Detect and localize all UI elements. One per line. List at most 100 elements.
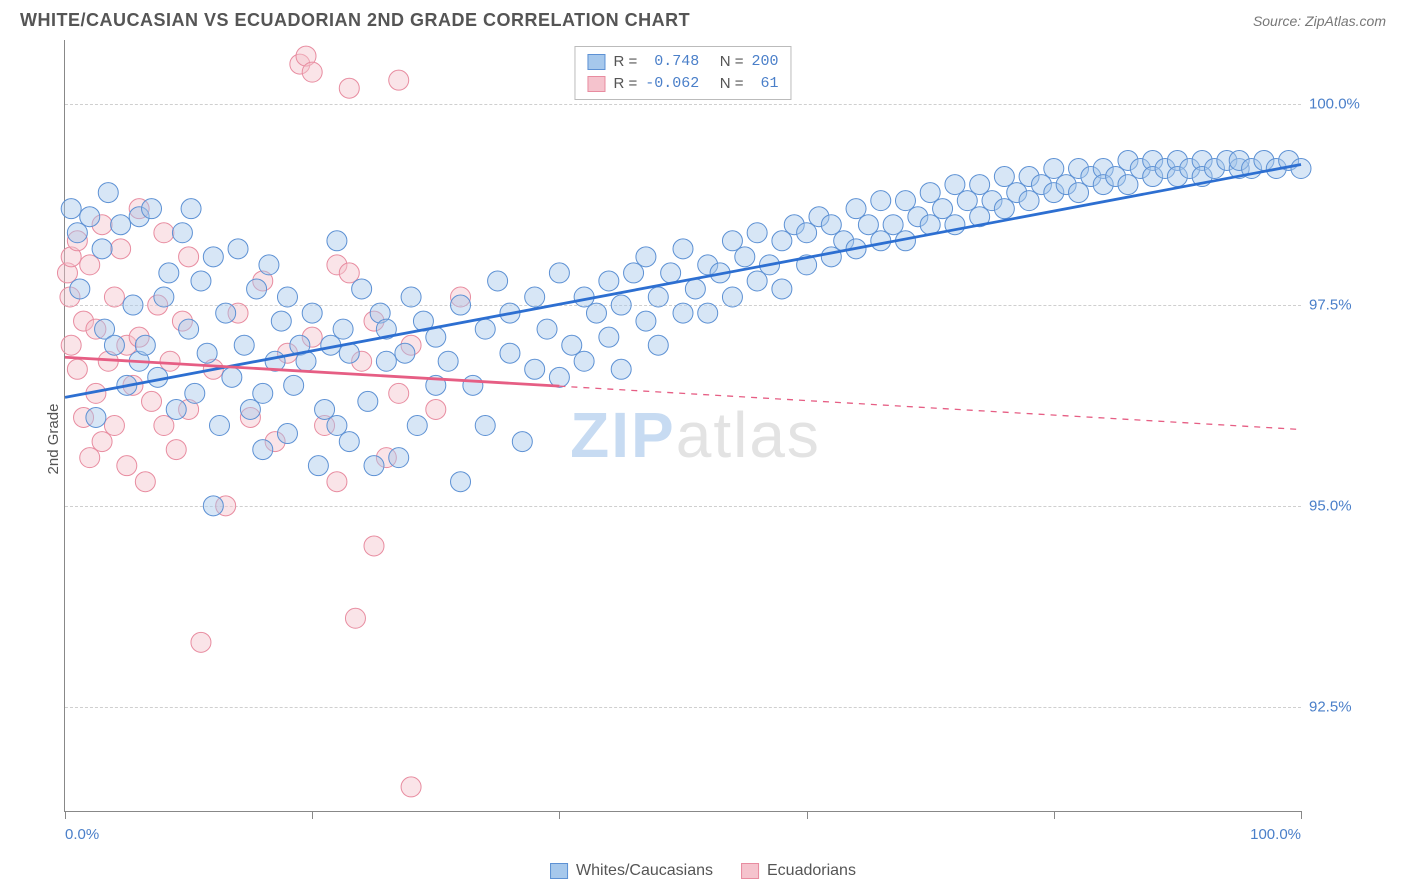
y-axis-label: 2nd Grade bbox=[45, 403, 62, 474]
scatter-point-whites bbox=[512, 432, 532, 452]
scatter-point-whites bbox=[240, 399, 260, 419]
scatter-point-whites bbox=[945, 175, 965, 195]
scatter-point-ecuadorians bbox=[426, 399, 446, 419]
scatter-point-whites bbox=[111, 215, 131, 235]
scatter-point-whites bbox=[574, 351, 594, 371]
scatter-point-whites bbox=[549, 367, 569, 387]
legend-n-value: 200 bbox=[752, 51, 779, 73]
y-tick-label: 92.5% bbox=[1309, 698, 1379, 715]
scatter-svg bbox=[65, 40, 1301, 811]
y-tick-label: 100.0% bbox=[1309, 96, 1379, 113]
scatter-point-whites bbox=[302, 303, 322, 323]
scatter-point-whites bbox=[920, 183, 940, 203]
scatter-point-whites bbox=[1044, 159, 1064, 179]
scatter-point-ecuadorians bbox=[364, 536, 384, 556]
scatter-point-whites bbox=[747, 223, 767, 243]
scatter-point-whites bbox=[858, 215, 878, 235]
scatter-point-whites bbox=[549, 263, 569, 283]
scatter-point-whites bbox=[821, 247, 841, 267]
legend-n-label: N = bbox=[707, 73, 743, 95]
scatter-point-whites bbox=[135, 335, 155, 355]
x-tick bbox=[807, 811, 808, 819]
legend-r-value: 0.748 bbox=[645, 51, 699, 73]
scatter-point-whites bbox=[228, 239, 248, 259]
legend-row: R =-0.062 N = 61 bbox=[587, 73, 778, 95]
scatter-point-whites bbox=[599, 271, 619, 291]
scatter-point-whites bbox=[98, 183, 118, 203]
scatter-point-whites bbox=[438, 351, 458, 371]
scatter-point-whites bbox=[525, 287, 545, 307]
scatter-point-whites bbox=[772, 279, 792, 299]
y-tick-label: 95.0% bbox=[1309, 497, 1379, 514]
scatter-point-whites bbox=[67, 223, 87, 243]
scatter-point-whites bbox=[970, 175, 990, 195]
scatter-point-whites bbox=[451, 472, 471, 492]
scatter-point-ecuadorians bbox=[339, 78, 359, 98]
scatter-point-ecuadorians bbox=[61, 335, 81, 355]
scatter-point-whites bbox=[624, 263, 644, 283]
scatter-point-whites bbox=[895, 191, 915, 211]
scatter-point-whites bbox=[772, 231, 792, 251]
scatter-point-whites bbox=[191, 271, 211, 291]
legend-label: Whites/Caucasians bbox=[576, 862, 713, 880]
scatter-point-whites bbox=[562, 335, 582, 355]
scatter-point-whites bbox=[685, 279, 705, 299]
scatter-point-ecuadorians bbox=[104, 287, 124, 307]
scatter-point-whites bbox=[747, 271, 767, 291]
scatter-point-ecuadorians bbox=[142, 391, 162, 411]
scatter-point-whites bbox=[203, 247, 223, 267]
scatter-point-whites bbox=[86, 407, 106, 427]
scatter-point-whites bbox=[327, 416, 347, 436]
scatter-point-ecuadorians bbox=[92, 432, 112, 452]
legend-item: Ecuadorians bbox=[741, 862, 856, 880]
scatter-point-whites bbox=[376, 351, 396, 371]
scatter-point-whites bbox=[797, 223, 817, 243]
scatter-point-ecuadorians bbox=[135, 472, 155, 492]
x-tick-label: 100.0% bbox=[1250, 826, 1301, 843]
scatter-point-whites bbox=[722, 231, 742, 251]
scatter-point-whites bbox=[259, 255, 279, 275]
scatter-point-whites bbox=[871, 191, 891, 211]
scatter-point-ecuadorians bbox=[80, 448, 100, 468]
plot-region: ZIPatlas R = 0.748 N =200R =-0.062 N = 6… bbox=[64, 40, 1301, 812]
scatter-point-whites bbox=[185, 383, 205, 403]
scatter-point-whites bbox=[277, 424, 297, 444]
scatter-point-whites bbox=[994, 167, 1014, 187]
scatter-point-whites bbox=[104, 335, 124, 355]
scatter-point-whites bbox=[475, 416, 495, 436]
scatter-point-whites bbox=[599, 327, 619, 347]
scatter-point-whites bbox=[871, 231, 891, 251]
scatter-point-whites bbox=[525, 359, 545, 379]
scatter-point-whites bbox=[253, 440, 273, 460]
scatter-point-whites bbox=[475, 319, 495, 339]
x-tick bbox=[1301, 811, 1302, 819]
scatter-point-whites bbox=[181, 199, 201, 219]
scatter-point-whites bbox=[179, 319, 199, 339]
scatter-point-whites bbox=[537, 319, 557, 339]
scatter-point-ecuadorians bbox=[389, 383, 409, 403]
scatter-point-whites bbox=[735, 247, 755, 267]
scatter-point-ecuadorians bbox=[389, 70, 409, 90]
scatter-point-whites bbox=[389, 448, 409, 468]
scatter-point-whites bbox=[159, 263, 179, 283]
scatter-point-ecuadorians bbox=[179, 247, 199, 267]
scatter-point-ecuadorians bbox=[345, 608, 365, 628]
scatter-point-whites bbox=[315, 399, 335, 419]
scatter-point-ecuadorians bbox=[401, 777, 421, 797]
scatter-point-whites bbox=[821, 215, 841, 235]
scatter-point-ecuadorians bbox=[111, 239, 131, 259]
trendline-dashed-ecuadorians bbox=[559, 386, 1301, 429]
scatter-point-ecuadorians bbox=[160, 351, 180, 371]
legend-label: Ecuadorians bbox=[767, 862, 856, 880]
legend-row: R = 0.748 N =200 bbox=[587, 51, 778, 73]
scatter-point-whites bbox=[172, 223, 192, 243]
legend-swatch bbox=[587, 54, 605, 70]
scatter-point-whites bbox=[154, 287, 174, 307]
scatter-point-whites bbox=[407, 416, 427, 436]
scatter-point-whites bbox=[284, 375, 304, 395]
chart-area: 2nd Grade ZIPatlas R = 0.748 N =200R =-0… bbox=[50, 40, 1381, 837]
scatter-point-whites bbox=[846, 199, 866, 219]
legend-r-value: -0.062 bbox=[645, 73, 699, 95]
scatter-point-whites bbox=[216, 303, 236, 323]
scatter-point-whites bbox=[933, 199, 953, 219]
